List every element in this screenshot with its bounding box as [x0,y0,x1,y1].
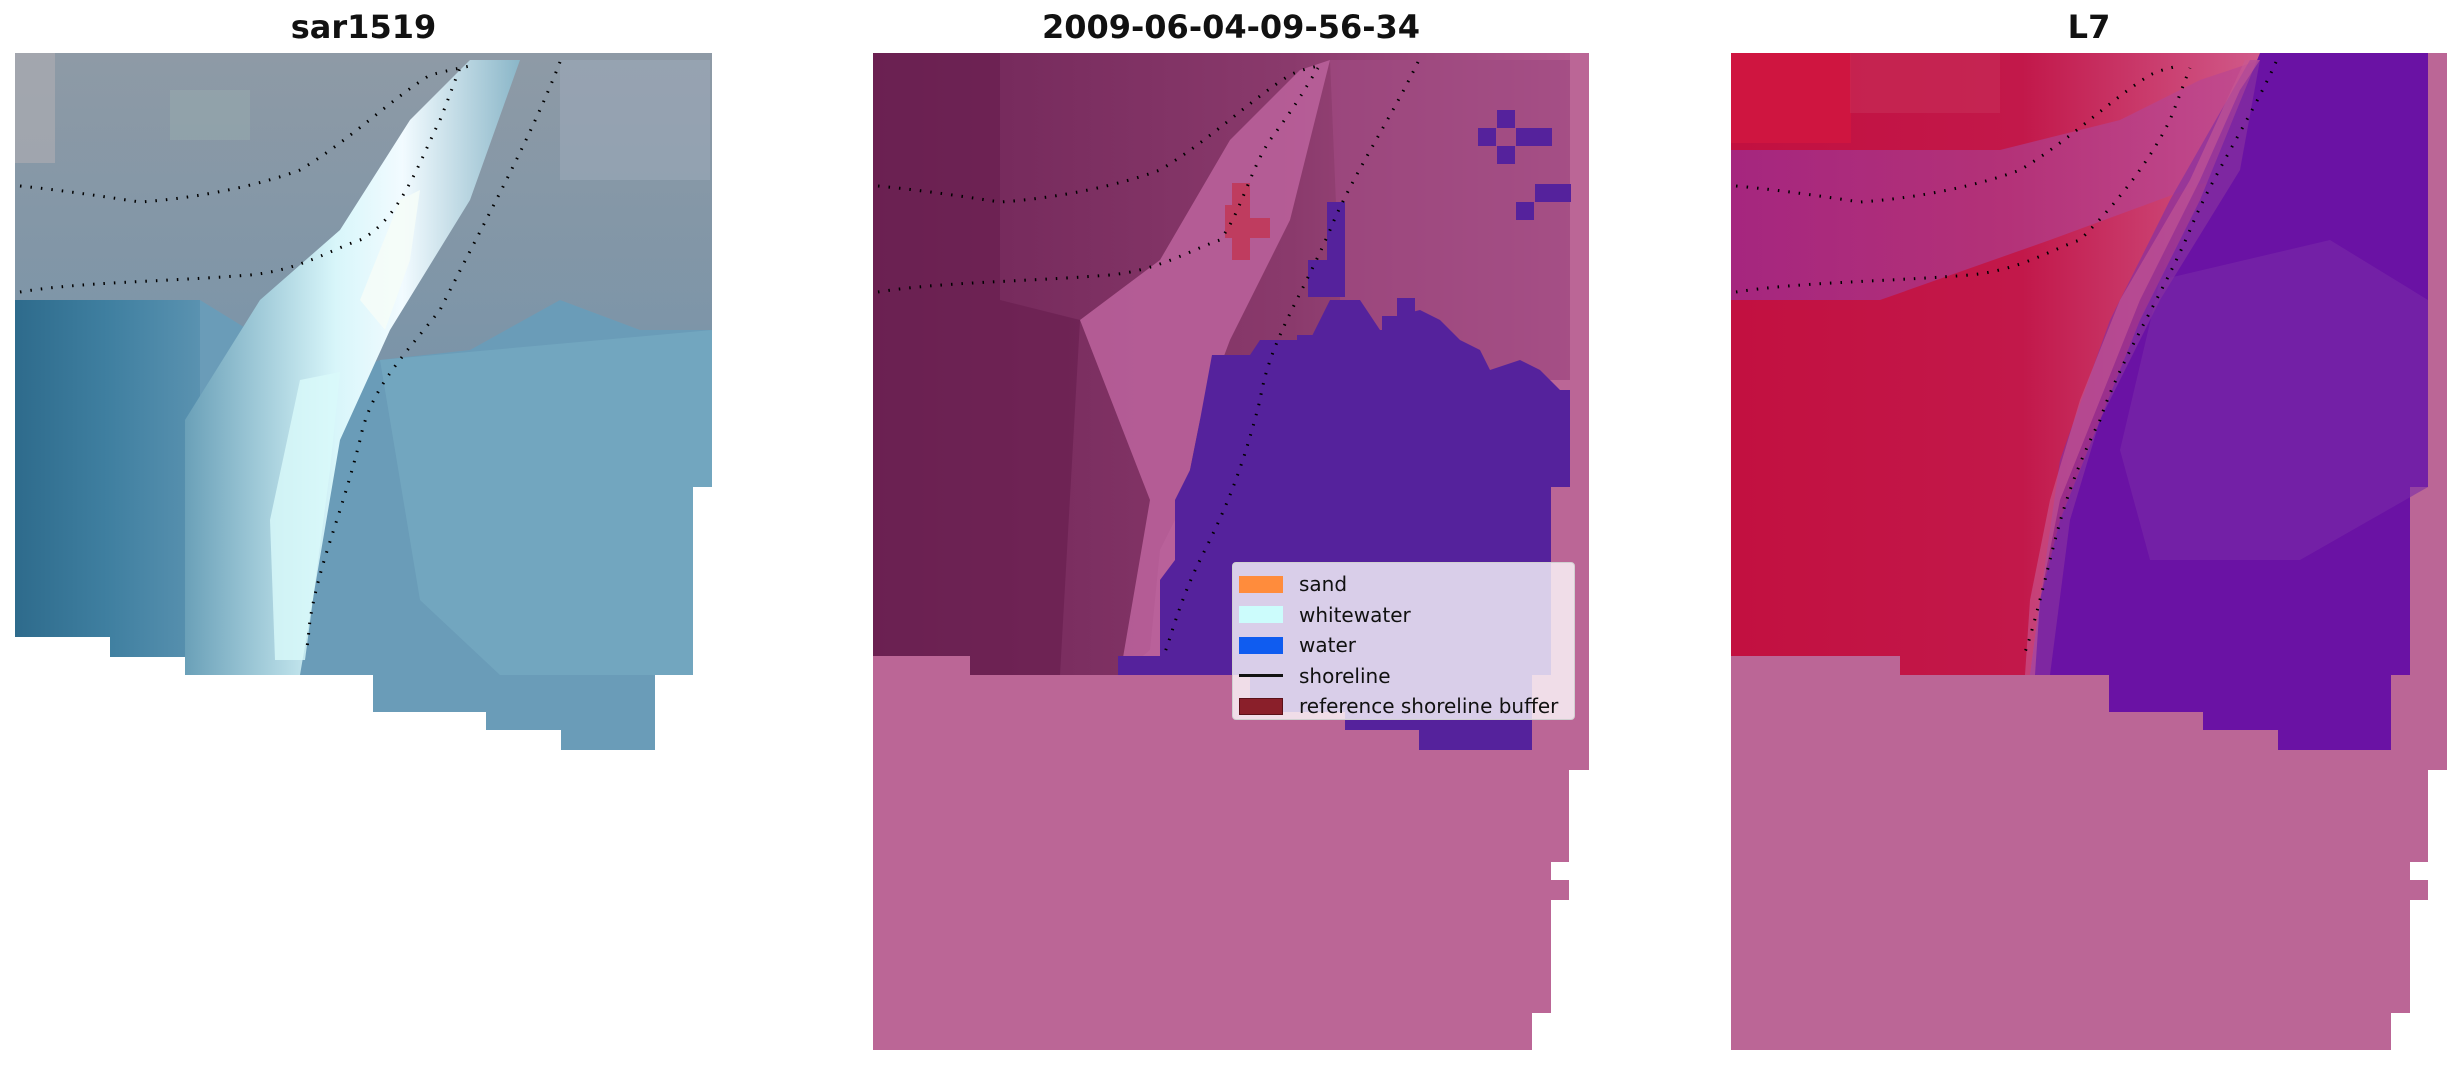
legend-swatch-shoreline [1239,674,1283,678]
panel-title-rgb: sar1519 [290,8,437,46]
ndwi-image [1731,53,2447,1050]
classified-surf [1080,60,1330,675]
panel-title-classified: 2009-06-04-09-56-34 [1041,8,1421,46]
legend-item-reference-buffer: reference shoreline buffer [1233,691,1574,722]
legend-item-whitewater: whitewater [1233,600,1574,631]
ndwi-top-band [1731,60,2260,300]
rgb-foam [360,190,420,330]
legend-label: shoreline [1299,663,1391,688]
legend-item-sand: sand [1233,569,1574,600]
shoreline-dots-rgb [19,61,562,653]
rgb-surf-zone [185,60,520,675]
shoreline-curve-1 [19,64,471,204]
legend-label: sand [1299,572,1348,597]
shoreline-dots-ndwi [1735,61,2278,653]
legend-item-shoreline: shoreline [1233,661,1574,692]
legend-swatch-reference-buffer [1239,697,1283,715]
legend-item-water: water [1233,630,1574,661]
legend-swatch-sand [1239,575,1283,593]
legend-label: water [1299,633,1356,658]
classified-image [873,53,1589,1050]
legend-swatch-water [1239,636,1283,654]
legend-label: whitewater [1299,602,1411,627]
shoreline-dots-classified [877,61,1420,653]
legend-swatch-whitewater [1239,606,1283,624]
legend-label: reference shoreline buffer [1299,694,1559,719]
rgb-deep-water [15,300,200,657]
panel-title-ndwi: L7 [2067,8,2111,46]
classified-buffer-blob [1225,183,1270,260]
rgb-image [15,53,712,750]
legend: sand whitewater water shoreline referenc… [1232,562,1575,720]
classified-water-pixels [1297,110,1571,426]
